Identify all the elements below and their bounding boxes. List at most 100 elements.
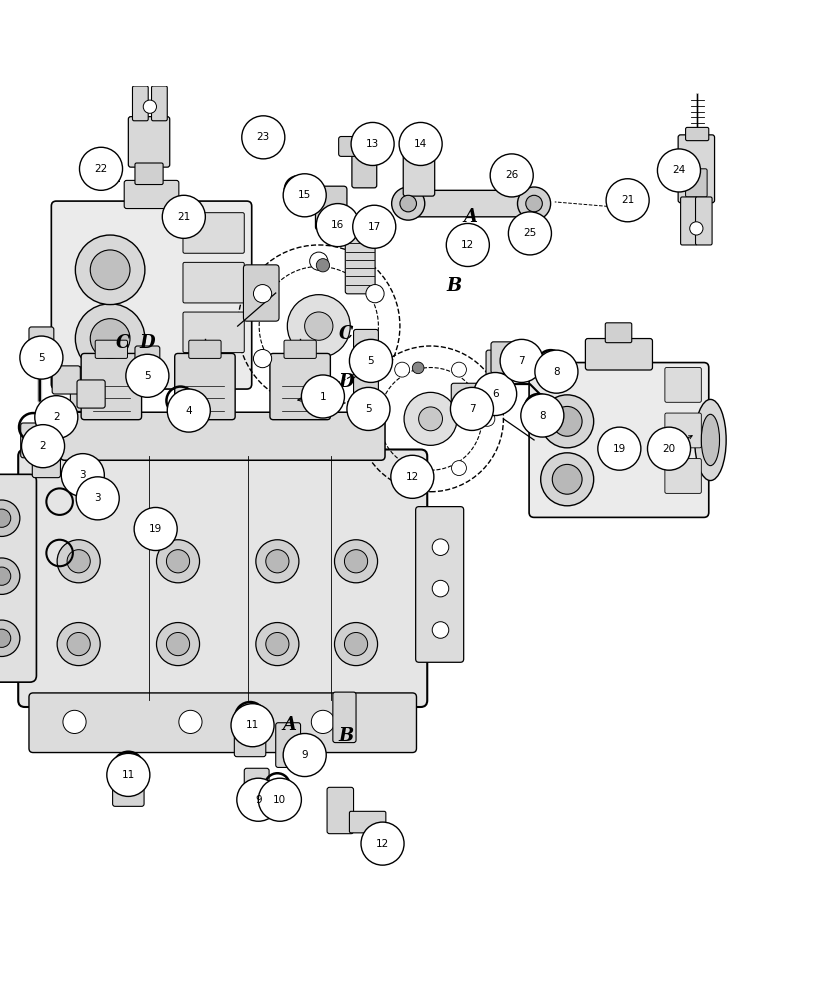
Text: 3: 3	[94, 493, 101, 503]
FancyBboxPatch shape	[338, 137, 390, 156]
Circle shape	[334, 540, 377, 583]
Circle shape	[404, 392, 457, 445]
Circle shape	[237, 778, 280, 821]
Circle shape	[283, 733, 326, 777]
Circle shape	[79, 147, 122, 190]
Text: 7: 7	[468, 404, 475, 414]
Circle shape	[347, 387, 390, 430]
Text: 1: 1	[319, 391, 326, 401]
Circle shape	[304, 312, 332, 340]
FancyBboxPatch shape	[415, 507, 463, 662]
Text: 20: 20	[662, 444, 675, 454]
FancyBboxPatch shape	[353, 329, 378, 374]
FancyBboxPatch shape	[29, 327, 54, 372]
Circle shape	[0, 558, 20, 594]
Text: 2: 2	[53, 412, 60, 422]
Circle shape	[156, 623, 199, 666]
Circle shape	[57, 540, 100, 583]
FancyBboxPatch shape	[135, 346, 160, 391]
Text: 7: 7	[518, 356, 524, 366]
FancyBboxPatch shape	[685, 169, 706, 197]
Circle shape	[490, 154, 533, 197]
Circle shape	[394, 362, 409, 377]
Circle shape	[301, 375, 344, 418]
Circle shape	[258, 778, 301, 821]
FancyBboxPatch shape	[135, 163, 163, 185]
FancyBboxPatch shape	[695, 197, 711, 245]
Circle shape	[451, 461, 466, 476]
FancyBboxPatch shape	[124, 180, 179, 209]
Text: 3: 3	[79, 470, 86, 480]
FancyBboxPatch shape	[189, 340, 221, 358]
FancyBboxPatch shape	[664, 413, 700, 448]
FancyBboxPatch shape	[243, 265, 279, 321]
Circle shape	[20, 336, 63, 379]
Text: 14: 14	[414, 139, 427, 149]
Circle shape	[167, 389, 210, 432]
Circle shape	[432, 622, 448, 638]
Circle shape	[253, 349, 271, 368]
Circle shape	[394, 461, 409, 476]
Circle shape	[366, 411, 380, 426]
Circle shape	[647, 427, 690, 470]
Text: 22: 22	[94, 164, 108, 174]
Circle shape	[432, 580, 448, 597]
Text: 11: 11	[246, 720, 259, 730]
Circle shape	[480, 411, 495, 426]
Circle shape	[61, 454, 104, 497]
Circle shape	[63, 710, 86, 733]
FancyBboxPatch shape	[60, 412, 385, 460]
Circle shape	[689, 222, 702, 235]
Circle shape	[231, 704, 274, 747]
Text: 6: 6	[491, 389, 498, 399]
Text: 17: 17	[367, 222, 380, 232]
FancyBboxPatch shape	[485, 350, 512, 388]
Text: 21: 21	[620, 195, 633, 205]
Circle shape	[311, 710, 334, 733]
Ellipse shape	[700, 414, 719, 466]
Text: 19: 19	[612, 444, 625, 454]
Circle shape	[517, 187, 550, 220]
Text: 15: 15	[298, 190, 311, 200]
FancyBboxPatch shape	[270, 353, 330, 420]
Circle shape	[473, 372, 516, 416]
FancyBboxPatch shape	[29, 693, 416, 753]
Text: 4: 4	[185, 406, 192, 416]
FancyBboxPatch shape	[677, 135, 714, 203]
Circle shape	[450, 387, 493, 430]
Circle shape	[107, 753, 150, 796]
FancyBboxPatch shape	[21, 423, 49, 458]
Text: 5: 5	[367, 356, 374, 366]
Circle shape	[412, 362, 423, 374]
FancyBboxPatch shape	[351, 137, 376, 188]
Circle shape	[162, 195, 205, 238]
FancyBboxPatch shape	[490, 342, 519, 373]
Circle shape	[179, 710, 202, 733]
Text: 19: 19	[149, 524, 162, 534]
FancyBboxPatch shape	[315, 186, 347, 230]
Circle shape	[90, 319, 130, 358]
Text: 13: 13	[366, 139, 379, 149]
FancyBboxPatch shape	[32, 443, 60, 478]
Text: 21: 21	[177, 212, 190, 222]
FancyBboxPatch shape	[332, 692, 356, 743]
Text: 16: 16	[331, 220, 344, 230]
Circle shape	[75, 235, 145, 305]
FancyBboxPatch shape	[451, 383, 479, 415]
Circle shape	[399, 122, 442, 165]
FancyBboxPatch shape	[81, 353, 141, 420]
Circle shape	[344, 550, 367, 573]
Circle shape	[534, 350, 577, 393]
Text: 12: 12	[405, 472, 418, 482]
Text: C: C	[338, 325, 353, 343]
FancyBboxPatch shape	[0, 474, 36, 682]
Circle shape	[0, 509, 11, 527]
FancyBboxPatch shape	[183, 312, 244, 353]
Circle shape	[351, 122, 394, 165]
Circle shape	[500, 339, 543, 382]
Circle shape	[22, 425, 65, 468]
Circle shape	[265, 550, 289, 573]
FancyBboxPatch shape	[174, 353, 235, 420]
Circle shape	[156, 540, 199, 583]
Circle shape	[366, 349, 384, 368]
